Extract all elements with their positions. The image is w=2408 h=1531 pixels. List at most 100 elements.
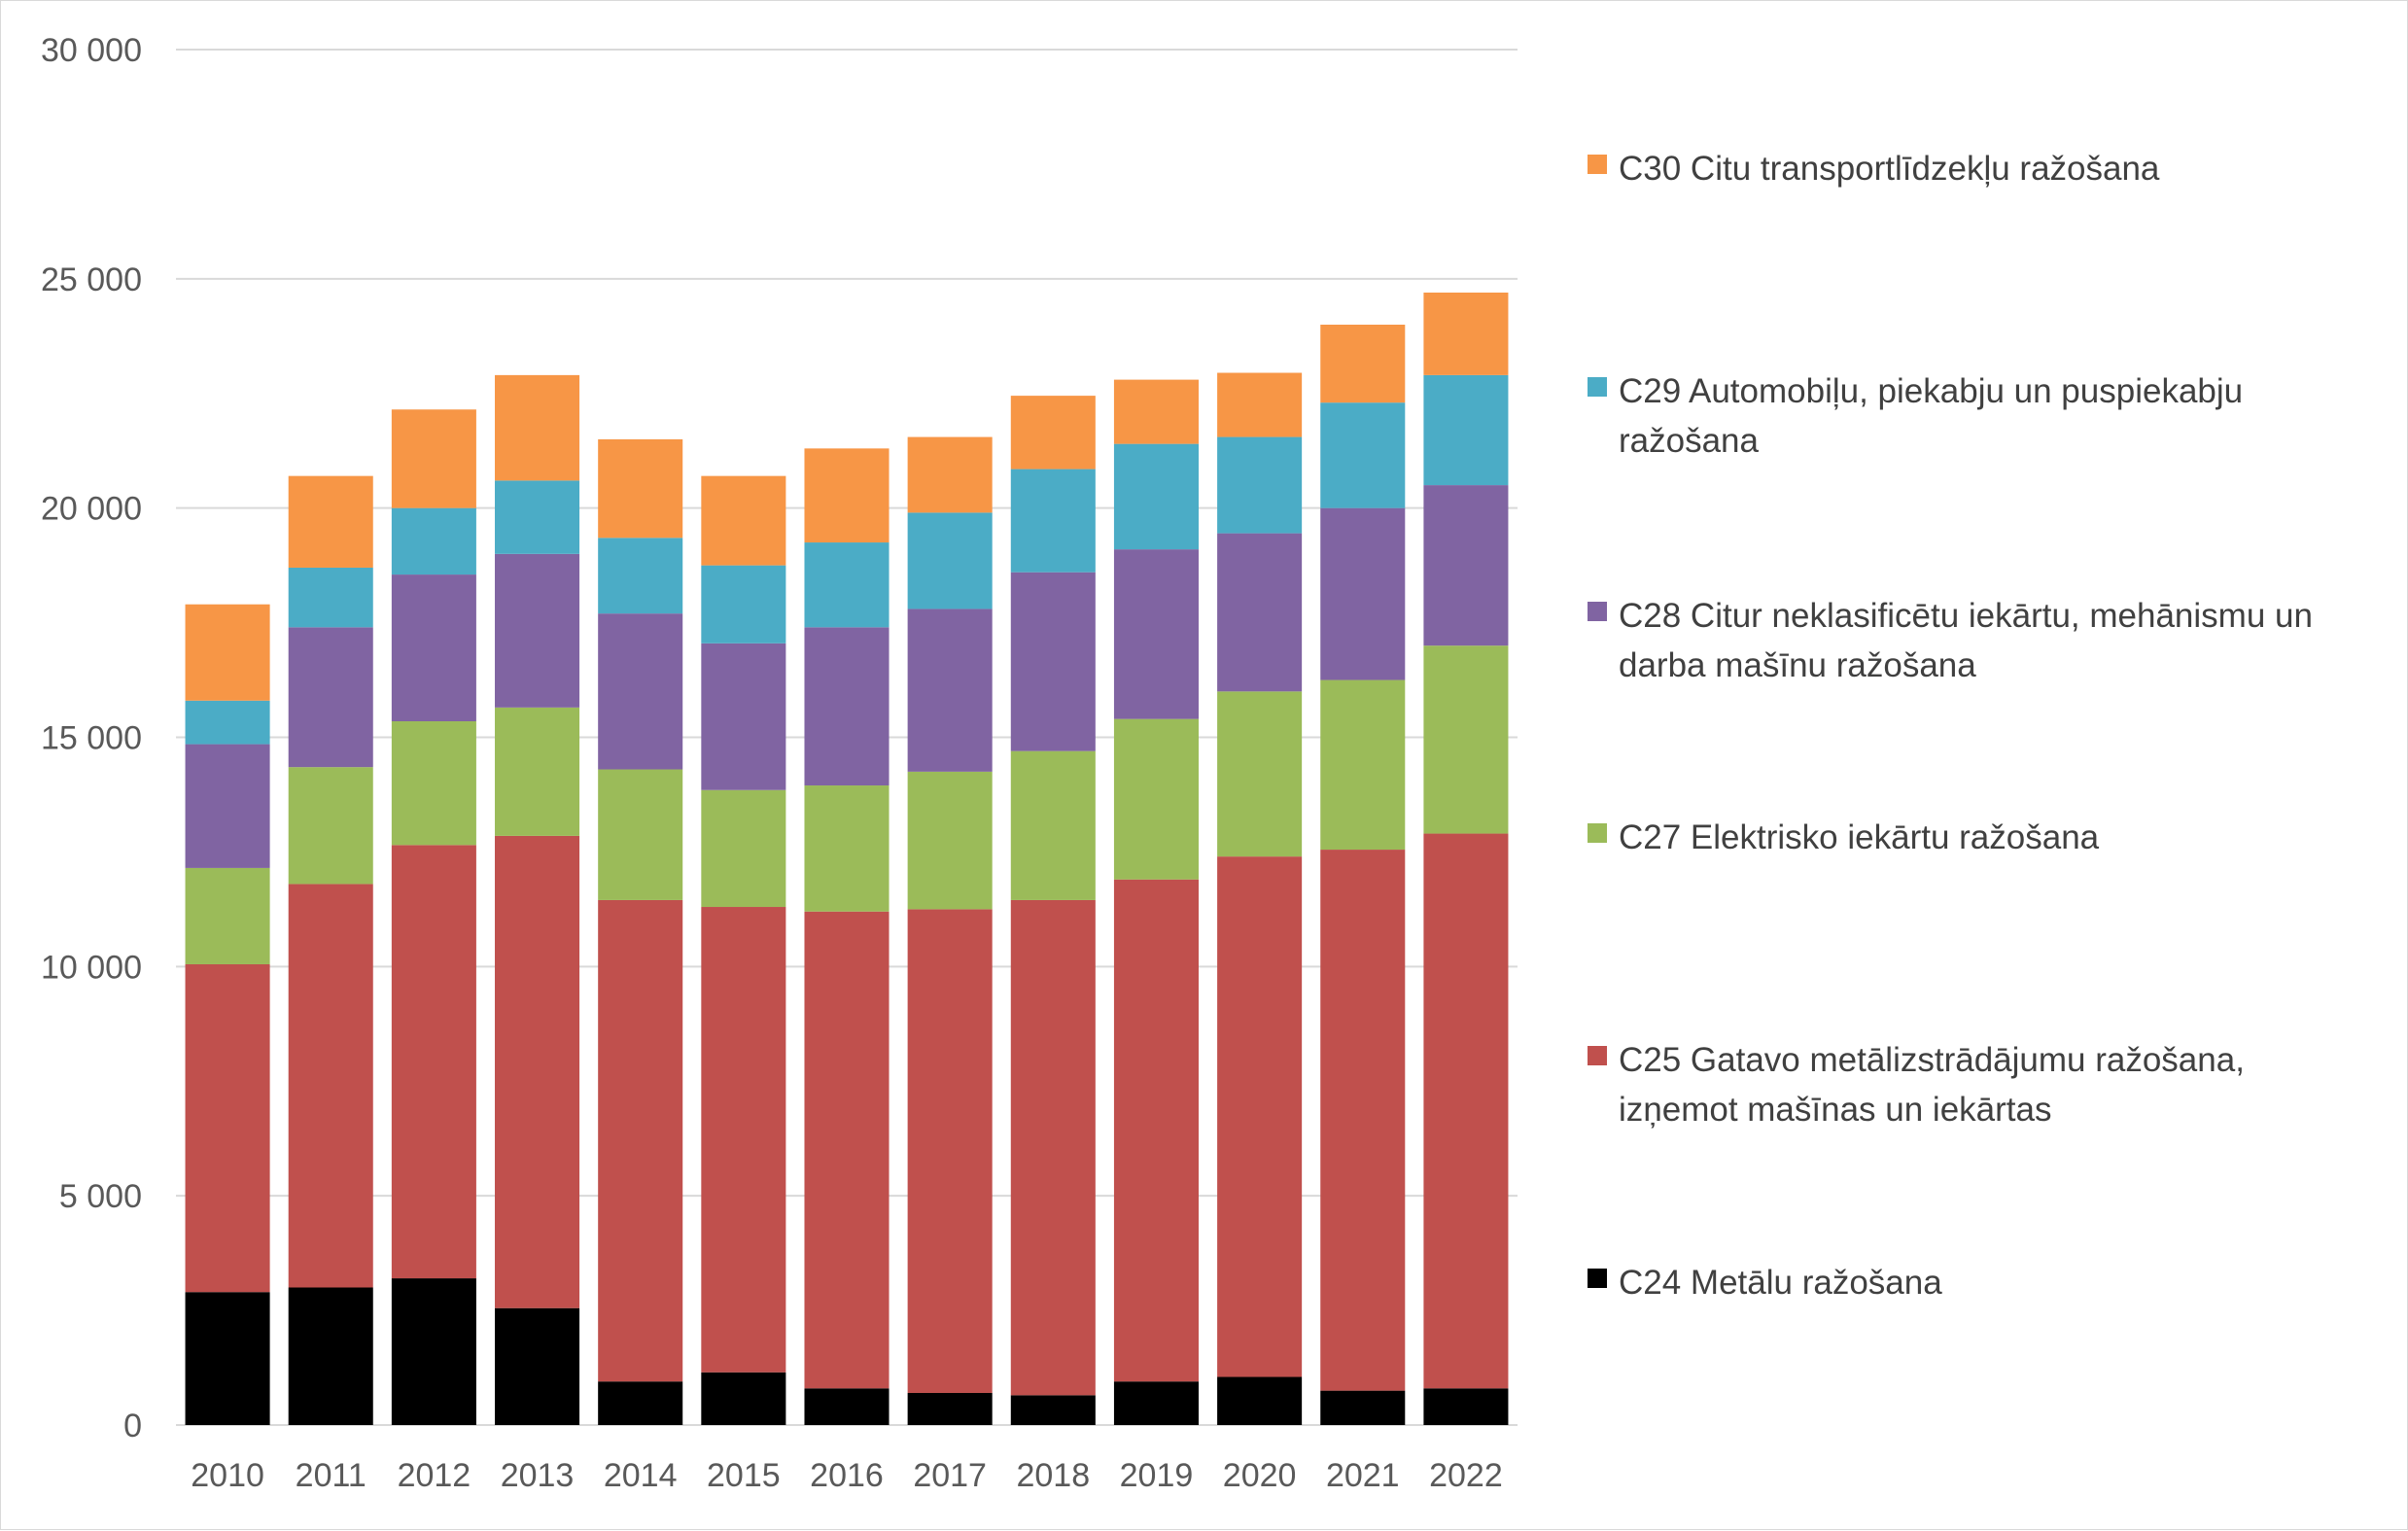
legend-swatch	[1588, 602, 1607, 621]
bar-segment	[1010, 1395, 1096, 1425]
legend-label: darba mašīnu ražošana	[1619, 646, 1976, 684]
legend-swatch	[1588, 1269, 1607, 1288]
bar-segment	[701, 565, 786, 644]
bar-segment	[1010, 469, 1096, 573]
bar-segment	[1113, 549, 1199, 719]
bar-segment	[1423, 374, 1509, 486]
bar-segment	[185, 700, 270, 745]
bar-segment	[391, 1278, 476, 1425]
bar-segment	[1113, 379, 1199, 444]
x-tick-label: 2022	[1429, 1457, 1503, 1494]
bar-segment	[1423, 1388, 1509, 1425]
bar-segment	[598, 1381, 683, 1425]
bar-segment	[288, 767, 373, 885]
bar-segment	[804, 911, 890, 1389]
x-tick-label: 2013	[501, 1457, 575, 1494]
legend: C30 Citu transportlīdzekļu ražošana C29 A…	[1588, 150, 2313, 1302]
bar-segment	[598, 538, 683, 614]
bar-segment	[1320, 850, 1406, 1391]
x-tick-label: 2020	[1223, 1457, 1297, 1494]
x-tick-label: 2015	[707, 1457, 781, 1494]
bar-segment	[391, 720, 476, 846]
bar-segment	[495, 707, 580, 836]
bar-segment	[598, 769, 683, 900]
bar-segment	[1113, 879, 1199, 1382]
bar-segment	[804, 542, 890, 628]
legend-label: izņemot mašīnas un iekārtas	[1619, 1091, 2051, 1129]
legend-label: C27 Elektrisko iekārtu ražošana	[1619, 818, 2100, 856]
bar-segment	[185, 744, 270, 868]
bar-segment	[288, 884, 373, 1288]
x-axis: 2010 2011 2012 2013 2014 2015 2016 2017 2018 2019…	[191, 1457, 1502, 1494]
y-tick-label: 20 000	[41, 491, 142, 528]
bar-segment	[495, 1307, 580, 1425]
x-tick-label: 2018	[1016, 1457, 1090, 1494]
bar-segment	[907, 512, 993, 609]
bar-segment	[1320, 325, 1406, 403]
legend-swatch	[1588, 155, 1607, 174]
bar-segment	[1423, 485, 1509, 646]
x-tick-label: 2017	[913, 1457, 987, 1494]
legend-label: C30 Citu transportlīdzekļu ražošana	[1619, 150, 2160, 188]
bar-segment	[598, 613, 683, 770]
legend-label: C29 Automobiļu, piekabju un puspiekabju	[1619, 372, 2243, 410]
bar-segment	[804, 448, 890, 543]
bar-segment	[804, 627, 890, 786]
y-tick-label: 0	[123, 1408, 142, 1444]
bar-segment	[495, 480, 580, 554]
bar-segment	[907, 436, 993, 513]
bar-segment	[701, 907, 786, 1373]
legend-label: C25 Gatavo metālizstrādājumu ražošana,	[1619, 1041, 2245, 1079]
bar-segment	[1320, 507, 1406, 680]
bar-segment	[598, 899, 683, 1382]
bar-segment	[391, 574, 476, 721]
bar-segment	[391, 845, 476, 1279]
bar-segment	[185, 1292, 270, 1425]
bar-segment	[1423, 292, 1509, 375]
bar-segment	[1320, 679, 1406, 851]
legend-label: C24 Metālu ražošana	[1619, 1264, 1942, 1302]
bar-segment	[1320, 402, 1406, 508]
bar-segment	[1113, 443, 1199, 550]
x-tick-label: 2011	[296, 1457, 366, 1494]
bar-segment	[1217, 372, 1303, 437]
bar-segment	[701, 789, 786, 908]
bar-segment	[701, 1372, 786, 1425]
bar-segment	[391, 409, 476, 508]
bar-segment	[1010, 899, 1096, 1396]
y-axis: 0 5 000 10 000 15 000 20 000 25 000 30 000	[41, 32, 142, 1444]
x-tick-label: 2016	[810, 1457, 884, 1494]
x-tick-label: 2012	[398, 1457, 471, 1494]
bar-segment	[804, 1388, 890, 1425]
bars	[185, 292, 1509, 1425]
bar-segment	[907, 1392, 993, 1425]
legend-label: C28 Citur neklasificētu iekārtu, mehānis…	[1619, 597, 2313, 635]
x-tick-label: 2019	[1120, 1457, 1194, 1494]
bar-segment	[288, 567, 373, 628]
x-tick-label: 2014	[604, 1457, 678, 1494]
y-tick-label: 15 000	[41, 720, 142, 757]
legend-swatch	[1588, 1046, 1607, 1065]
bar-segment	[1113, 1381, 1199, 1425]
y-tick-label: 25 000	[41, 261, 142, 298]
legend-swatch	[1588, 377, 1607, 397]
bar-segment	[804, 785, 890, 912]
bar-segment	[907, 771, 993, 910]
bar-segment	[1423, 645, 1509, 834]
bar-segment	[598, 438, 683, 539]
x-tick-label: 2010	[191, 1457, 264, 1494]
bar-segment	[288, 1287, 373, 1425]
bar-segment	[1217, 533, 1303, 692]
bar-segment	[1217, 1376, 1303, 1425]
bar-segment	[1217, 691, 1303, 857]
bar-segment	[185, 604, 270, 701]
bar-segment	[907, 909, 993, 1393]
y-tick-label: 30 000	[41, 32, 142, 69]
bar-segment	[185, 963, 270, 1293]
bar-segment	[1010, 750, 1096, 900]
bar-segment	[1320, 1390, 1406, 1425]
bar-segment	[495, 374, 580, 481]
bar-segment	[701, 643, 786, 790]
